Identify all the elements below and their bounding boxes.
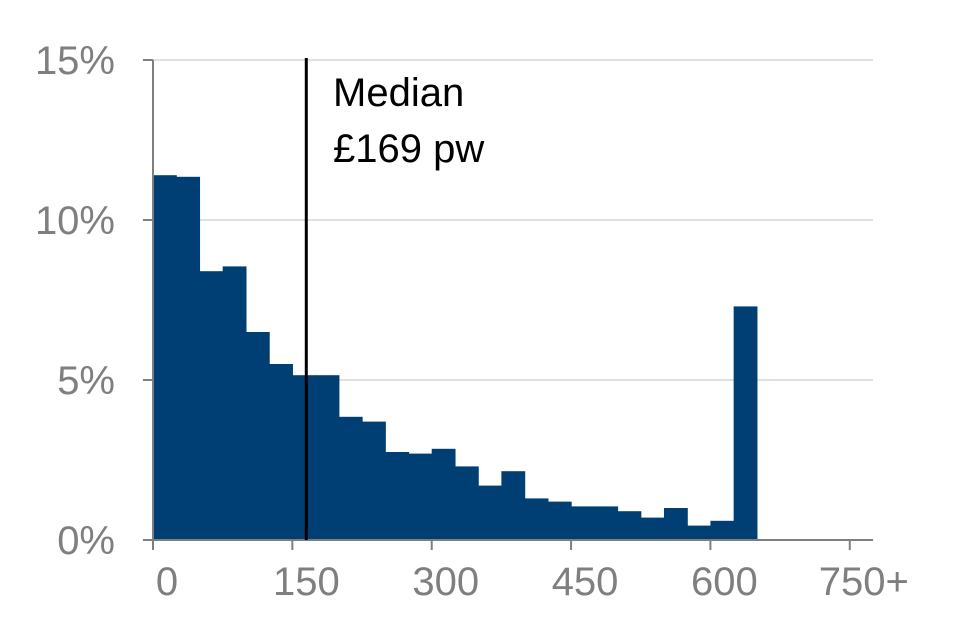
histogram-bar — [222, 266, 247, 540]
y-tick-label: 0% — [57, 519, 115, 563]
histogram-bar — [176, 176, 201, 541]
histogram-bar — [245, 332, 270, 540]
histogram-bar — [199, 271, 224, 540]
histogram-bar — [454, 466, 479, 540]
histogram-bar — [640, 517, 665, 540]
y-tick-label: 10% — [35, 199, 115, 243]
histogram-bar — [501, 471, 526, 540]
histogram-bar — [408, 453, 433, 540]
y-tick-labels: 0% 5% 10% 15% — [35, 39, 115, 563]
x-tick-label: 300 — [412, 560, 479, 604]
x-tick-label: 600 — [691, 560, 758, 604]
axes — [143, 59, 873, 550]
histogram-bar — [733, 306, 758, 540]
histogram-bar — [663, 508, 688, 540]
histogram-bar — [338, 416, 363, 540]
x-tick-label: 450 — [552, 560, 619, 604]
histogram-bar — [269, 364, 293, 540]
histogram-bar — [547, 501, 572, 540]
x-tick-label: 750+ — [819, 560, 909, 604]
bars — [153, 175, 758, 541]
y-tick-label: 5% — [57, 359, 115, 403]
x-tick-labels: 0 150 300 450 600 750+ — [156, 560, 909, 604]
histogram-bar — [710, 520, 735, 540]
x-tick-label: 0 — [156, 560, 178, 604]
histogram-bar — [292, 375, 317, 540]
histogram-bar — [153, 175, 177, 540]
histogram-bar — [594, 506, 619, 540]
histogram-bar — [362, 421, 386, 540]
median-value-label: £169 pw — [333, 127, 484, 171]
histogram-bar — [571, 506, 595, 540]
histogram-bar — [478, 485, 502, 540]
histogram-bar — [385, 452, 410, 540]
histogram-bar — [617, 511, 642, 540]
median-label: Median — [333, 71, 464, 115]
histogram-bar — [687, 525, 712, 540]
median-annotation: Median £169 pw — [304, 58, 484, 540]
y-tick-label: 15% — [35, 39, 115, 83]
x-tick-label: 150 — [273, 560, 340, 604]
histogram-bar — [524, 498, 549, 540]
histogram-bar — [315, 375, 340, 540]
histogram-bar — [431, 448, 456, 540]
